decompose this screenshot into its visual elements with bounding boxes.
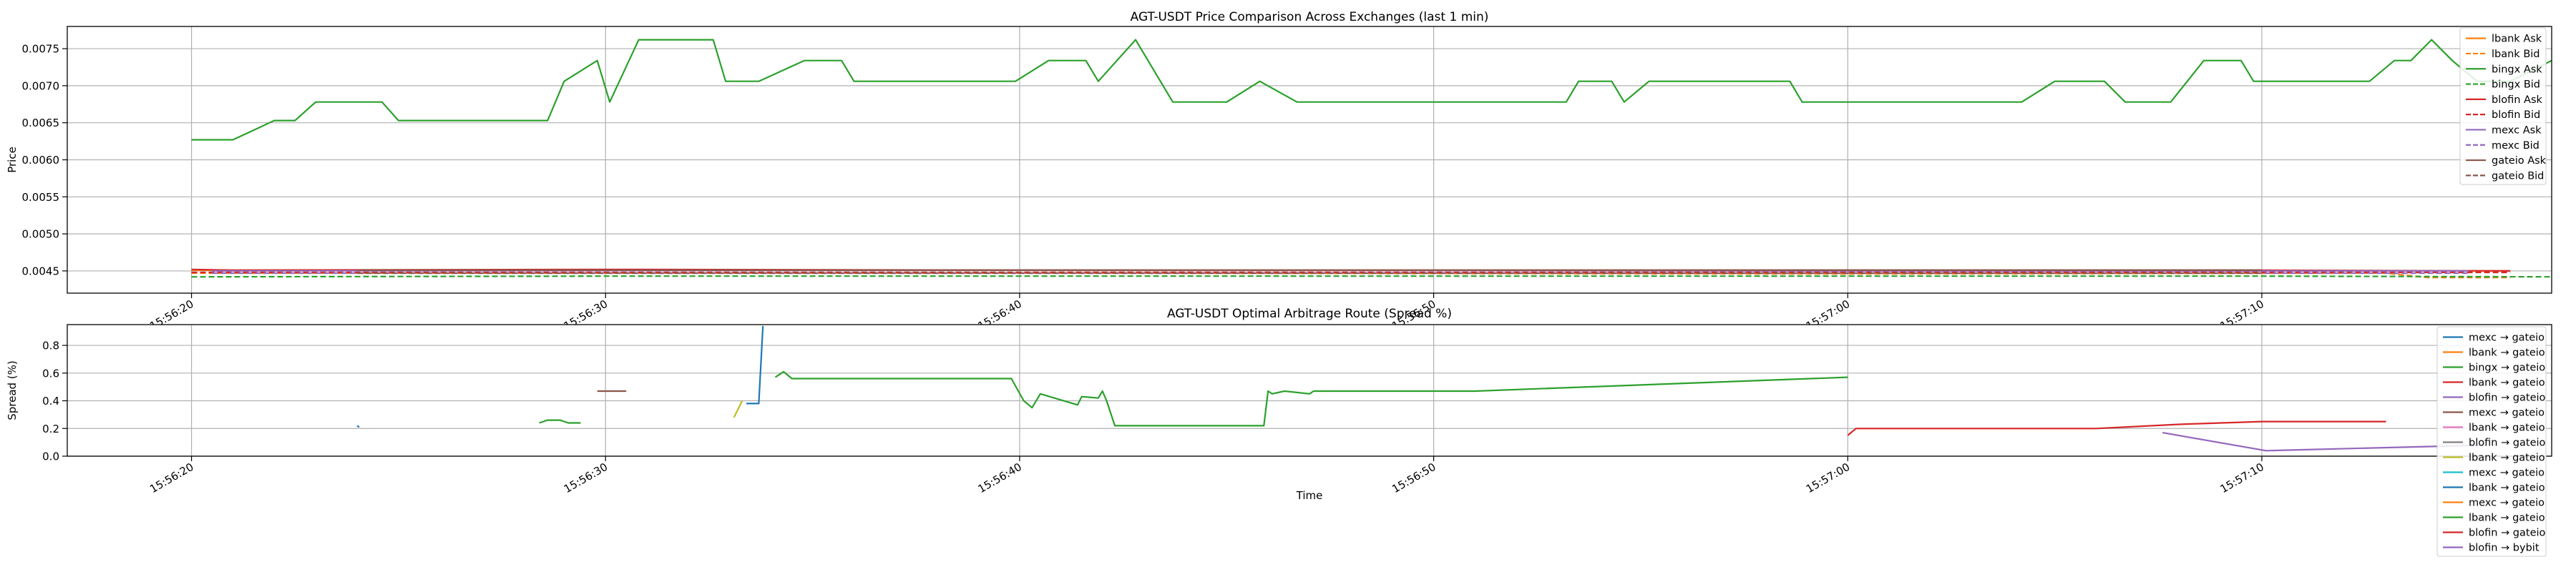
legend-label: gateio Ask [2492, 155, 2547, 167]
y-tick-label: 0.0050 [22, 228, 60, 241]
axes-frame [67, 26, 2552, 294]
series-line-blofin-gateio [1847, 420, 2386, 436]
series-line-lbank-gateio [774, 370, 1848, 427]
series-line-mexc-gateio [356, 425, 360, 428]
series-line-bingx-ask [191, 39, 2552, 141]
legend-label: bingx → gateio [2469, 363, 2545, 374]
legend-label: blofin → bybit [2469, 543, 2540, 554]
legend-label: lbank → gateio [2469, 423, 2545, 434]
series-group [191, 39, 2552, 279]
x-axis-label: Time [1296, 489, 1323, 502]
axes-frame [67, 324, 2552, 457]
y-tick-label: 0.0055 [22, 191, 60, 204]
x-tick-label: 15:56:40 [976, 460, 1024, 495]
legend: lbank Ask lbank Bid bingx Ask bingx Bid blof… [2459, 27, 2547, 185]
series-line-lbank-gateio [746, 325, 764, 405]
legend-label: bingx Bid [2492, 79, 2540, 91]
plot-area [67, 325, 2552, 456]
legend-label: blofin Ask [2492, 94, 2543, 106]
y-tick-label: 0.0060 [22, 154, 60, 167]
series-line-blofin-bybit [2162, 432, 2486, 452]
x-tick-label: 15:56:30 [562, 460, 610, 495]
x-tick-label: 15:56:20 [147, 460, 195, 495]
legend-label: blofin Bid [2492, 109, 2540, 121]
y-axis-label: Price [6, 147, 19, 173]
x-tick-label: 15:56:50 [1390, 460, 1438, 495]
series-line-bingx-gateio [539, 419, 581, 424]
legend-label: bingx Ask [2492, 64, 2542, 75]
legend-label: blofin → gateio [2469, 528, 2546, 539]
y-tick-label: 0.0045 [22, 265, 60, 277]
chart-title: AGT-USDT Optimal Arbitrage Route (Spread… [1167, 307, 1452, 321]
y-tick-label: 0.0 [42, 450, 59, 463]
y-tick-label: 0.6 [42, 367, 59, 380]
series-group [356, 325, 2486, 452]
price-comparison-chart: 0.0045 0.0050 0.0055 0.0060 0.0065 0.0070 0.00… [6, 10, 2552, 332]
legend: mexc → gateio lbank → gateio bingx → gatei… [2436, 326, 2547, 557]
legend-label: blofin → gateio [2469, 393, 2546, 404]
legend-label: mexc Ask [2492, 124, 2542, 136]
y-tick-label: 0.0075 [22, 43, 60, 56]
y-tick-label: 0.8 [42, 340, 59, 352]
y-tick-label: 0.0070 [22, 79, 60, 92]
series-line-bingx-bid [191, 275, 2552, 278]
legend-label: mexc → gateio [2469, 408, 2545, 419]
chart-title: AGT-USDT Price Comparison Across Exchang… [1131, 10, 1489, 24]
y-axis-label: Spread (%) [6, 360, 19, 420]
legend-label: lbank → gateio [2469, 513, 2545, 524]
legend-label: lbank → gateio [2469, 378, 2545, 389]
legend-label: mexc → gateio [2469, 332, 2545, 344]
y-tick-label: 0.0065 [22, 117, 60, 129]
x-tick-label: 15:57:00 [1804, 460, 1852, 495]
series-line-lbank-gateio [733, 400, 743, 418]
legend-label: mexc Bid [2492, 140, 2540, 152]
legend-label: mexc → gateio [2469, 468, 2545, 479]
arbitrage-spread-chart: 0.0 0.2 0.4 0.6 0.8 15:56:20 15:56:30 15:56:40 1… [6, 307, 2552, 557]
legend-label: lbank → gateio [2469, 347, 2545, 359]
legend-label: lbank Ask [2492, 34, 2542, 45]
x-tick-label: 15:57:10 [2218, 460, 2266, 495]
legend-label: blofin → gateio [2469, 438, 2546, 449]
y-tick-label: 0.4 [42, 395, 59, 408]
legend-label: gateio Bid [2492, 170, 2544, 182]
y-tick-label: 0.2 [42, 423, 59, 435]
legend-label: mexc → gateio [2469, 498, 2545, 509]
legend-label: lbank Bid [2492, 49, 2540, 60]
legend-label: lbank → gateio [2469, 483, 2545, 494]
legend-box [2436, 326, 2547, 557]
legend-label: lbank → gateio [2469, 453, 2545, 464]
